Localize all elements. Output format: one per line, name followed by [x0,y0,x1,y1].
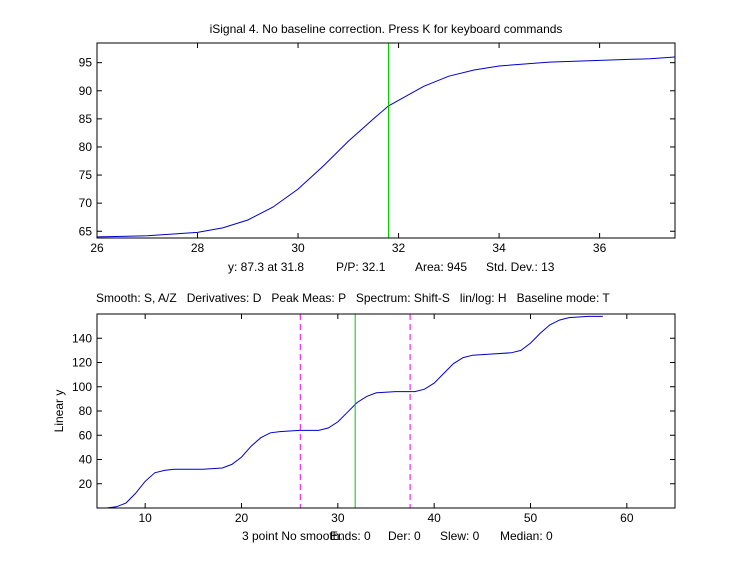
plot-content [97,314,603,508]
y-tick-label: 70 [79,196,93,210]
y-tick-label: 75 [79,168,93,182]
plot-content [97,43,675,238]
y-tick-label: 60 [79,428,93,442]
top-status-line: y: 87.3 at 31.8 P/P: 32.1 Area: 945 Std.… [228,260,555,274]
x-tick-label: 32 [392,241,406,255]
std-dev-readout: Std. Dev.: 13 [486,260,555,274]
x-tick-label: 30 [291,241,305,255]
figure-title: iSignal 4. No baseline correction. Press… [210,22,563,36]
y-tick-label: 80 [79,404,93,418]
y-tick-label: 85 [79,112,93,126]
bottom-axes[interactable]: 10 20 30 40 50 60 20 40 60 80 100 120 140 [72,313,676,525]
signal-line [97,56,675,238]
x-tick-label: 28 [191,241,205,255]
y-tick-label: 80 [79,140,93,154]
x-tick-label: 40 [427,511,441,525]
x-tick-label: 34 [492,241,506,255]
x-tick-label: 26 [90,241,104,255]
axes-frame [96,42,676,239]
top-axes[interactable]: 26 28 30 32 34 36 65 70 75 80 85 90 95 [79,42,676,255]
smooth-readout: 3 point No smooth. [242,529,343,543]
x-tick-label: 36 [593,241,607,255]
plot-area [97,43,675,238]
x-tick-label: 30 [331,511,345,525]
y-axis-label: Linear y [52,390,66,433]
plot-area [97,314,675,508]
x-tick-label: 60 [620,511,634,525]
peak-to-peak-readout: P/P: 32.1 [336,260,386,274]
y-tick-label: 120 [72,356,92,370]
y-tick-label: 65 [79,224,93,238]
der-readout: Der: 0 [388,529,421,543]
y-tick-label: 90 [79,84,93,98]
keyboard-help-line: Smooth: S, A/Z Derivatives: D Peak Meas:… [96,291,610,305]
y-tick-label: 100 [72,380,92,394]
y-tick-label: 40 [79,453,93,467]
signal-line [97,315,603,508]
slew-readout: Slew: 0 [440,529,480,543]
x-tick-label: 50 [524,511,538,525]
median-readout: Median: 0 [500,529,553,543]
x-tick-label: 20 [235,511,249,525]
area-readout: Area: 945 [415,260,467,274]
x-tick-label: 10 [138,511,152,525]
ends-readout: Ends: 0 [330,529,371,543]
bottom-status-line: 3 point No smooth. Ends: 0 Der: 0 Slew: … [242,529,553,543]
y-tick-label: 140 [72,331,92,345]
y-tick-label: 20 [79,477,93,491]
y-tick-label: 95 [79,56,93,70]
y-readout: y: 87.3 at 31.8 [228,260,304,274]
